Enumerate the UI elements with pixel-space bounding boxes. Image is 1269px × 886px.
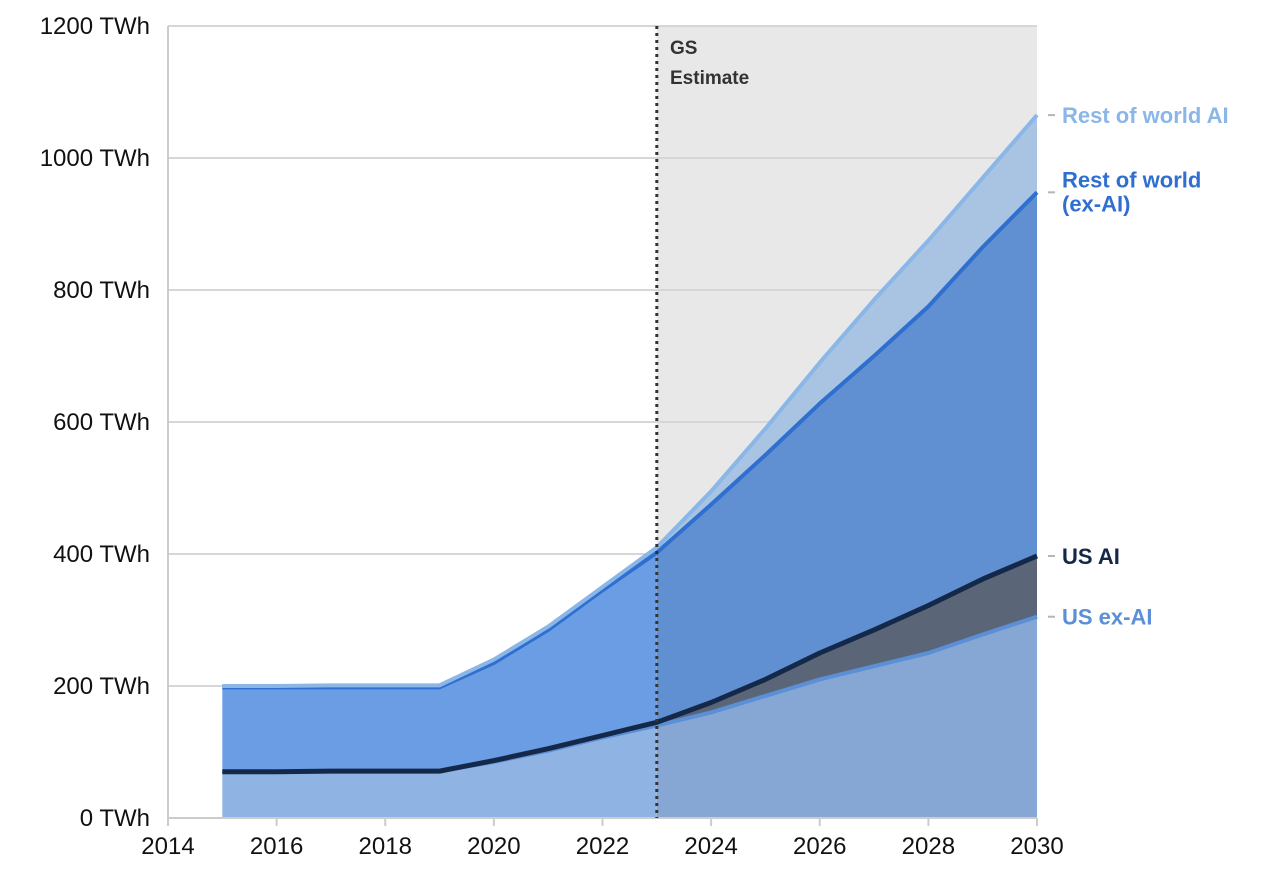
data-center-power-chart: GS Estimate 0 TWh 200 TWh 400 TWh 600 TWh 80… [0,0,1269,886]
x-tick-label-2014: 2014 [141,833,194,860]
x-tick-label-2028: 2028 [902,833,955,860]
x-tick-label-2030: 2030 [1010,833,1063,860]
x-tick-label-2020: 2020 [467,833,520,860]
end-label-rest-of-world-ex-ai-line1: Rest of world [1062,167,1201,192]
x-tick-label-2016: 2016 [250,833,303,860]
end-label-rest-of-world-ex-ai-line2: (ex-AI) [1062,191,1130,216]
y-tick-label-0: 0 TWh [80,805,150,832]
end-label-us-ex-ai: US ex-AI [1062,605,1152,630]
y-tick-label-1000: 1000 TWh [40,145,150,172]
y-tick-label-600: 600 TWh [53,409,150,436]
y-tick-label-1200: 1200 TWh [40,13,150,40]
end-label-us-ai: US AI [1062,544,1120,569]
series-end-labels: US ex-AI US AI Rest of world(ex-AI) Rest of… [1048,103,1229,630]
x-tick-label-2024: 2024 [684,833,737,860]
y-tick-label-800: 800 TWh [53,277,150,304]
x-tick-label-2026: 2026 [793,833,846,860]
annotation-line-1: GS [670,38,697,59]
y-tick-label-200: 200 TWh [53,673,150,700]
y-tick-label-400: 400 TWh [53,541,150,568]
x-tick-label-2018: 2018 [359,833,412,860]
annotation-line-2: Estimate [670,68,749,89]
x-tick-label-2022: 2022 [576,833,629,860]
end-label-rest-of-world-ai: Rest of world AI [1062,103,1229,128]
